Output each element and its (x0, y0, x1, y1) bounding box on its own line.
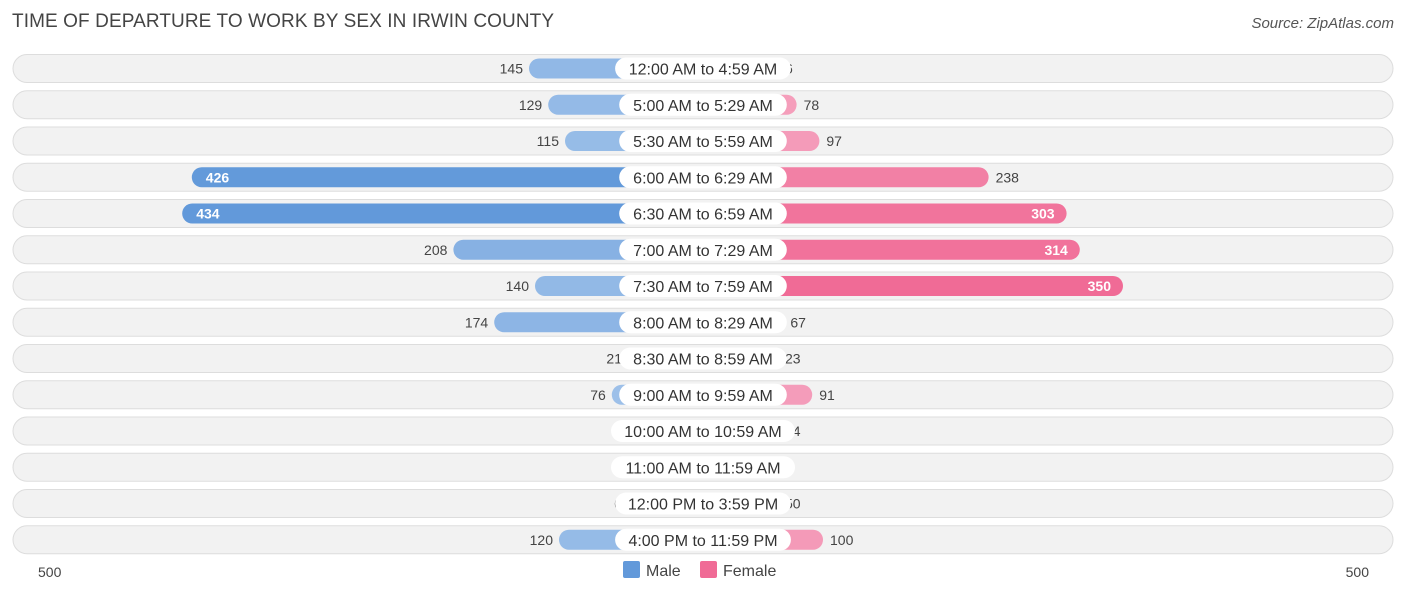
chart-row: 120 100 4:00 PM to 11:59 PM (12, 525, 1394, 555)
value-label-female: 350 (1088, 278, 1112, 294)
bar-male (182, 203, 703, 224)
value-label-female: 67 (790, 314, 806, 330)
value-label-female: 78 (804, 97, 820, 113)
category-pill (619, 202, 787, 225)
value-label-female: 303 (1031, 206, 1055, 222)
chart-row: 174 67 8:00 AM to 8:29 AM (12, 307, 1394, 337)
category-pill (615, 528, 791, 551)
category-label: 11:00 AM to 11:59 AM (625, 460, 780, 477)
value-label-male: 21 (606, 351, 622, 367)
category-pill (619, 275, 787, 297)
chart-row: 01410:00 AM to 10:59 AM (12, 416, 1394, 446)
chart-rows: 145612:00 AM to 4:59 AM 129 78 5:00 AM to 5… (12, 54, 1394, 555)
category-pill (611, 456, 795, 479)
legend-female-swatch (700, 561, 717, 578)
category-label: 7:00 AM to 7:29 AM (633, 243, 773, 260)
bar-female (703, 239, 1080, 260)
category-pill (619, 383, 787, 406)
category-pill (619, 166, 787, 189)
category-label: 10:00 AM to 10:59 AM (624, 424, 781, 441)
chart-row: 05012:00 PM to 3:59 PM (12, 489, 1394, 518)
value-label-male: 140 (506, 278, 530, 294)
category-label: 5:00 AM to 5:29 AM (633, 98, 773, 115)
value-label-male: 208 (424, 242, 448, 258)
value-label-male: 120 (530, 532, 554, 548)
chart-row: 208 314 7:00 AM to 7:29 AM (12, 235, 1394, 265)
category-label: 6:00 AM to 6:29 AM (633, 170, 773, 187)
legend-female-label: Female (723, 563, 776, 580)
category-pill (619, 130, 787, 152)
chart-row: 76 91 9:00 AM to 9:59 AM (12, 380, 1394, 410)
chart-row: 129 78 5:00 AM to 5:29 AM (12, 90, 1394, 120)
bar-female (703, 276, 1123, 296)
axis-left-label: 500 (38, 564, 62, 580)
category-label: 12:00 PM to 3:59 PM (628, 497, 778, 514)
category-pill (619, 93, 787, 116)
chart-title: TIME OF DEPARTURE TO WORK BY SEX IN IRWI… (12, 11, 555, 32)
legend-male-swatch (623, 561, 640, 578)
legend-male-label: Male (646, 563, 681, 580)
value-label-female: 23 (785, 351, 801, 367)
value-label-male: 115 (537, 133, 560, 149)
category-label: 6:30 AM to 6:59 AM (633, 207, 773, 224)
value-label-female: 238 (996, 169, 1020, 185)
category-label: 8:00 AM to 8:29 AM (633, 315, 773, 332)
category-label: 8:30 AM to 8:59 AM (633, 352, 773, 369)
category-label: 4:00 PM to 11:59 PM (628, 533, 777, 550)
category-pill (619, 238, 787, 261)
chart-row: 140 350 7:30 AM to 7:59 AM (12, 271, 1394, 301)
chart-row: 426 238 6:00 AM to 6:29 AM (12, 162, 1394, 192)
value-label-male: 129 (519, 97, 543, 113)
bar-male (191, 167, 704, 188)
category-pill (611, 420, 795, 442)
category-label: 7:30 AM to 7:59 AM (633, 279, 773, 296)
legend: Male Female (623, 561, 776, 580)
value-label-female: 97 (826, 133, 842, 149)
category-pill (615, 57, 791, 80)
value-label-female: 100 (830, 532, 854, 548)
chart-row: 21 23 8:30 AM to 8:59 AM (12, 344, 1394, 373)
value-label-male: 426 (206, 169, 230, 185)
value-label-female: 91 (819, 387, 835, 403)
chart-row: 115 97 5:30 AM to 5:59 AM (12, 126, 1394, 156)
value-label-male: 174 (465, 314, 489, 330)
bar-female (703, 203, 1067, 224)
category-pill (615, 492, 791, 515)
source-attribution: Source: ZipAtlas.com (1251, 15, 1394, 32)
category-label: 5:30 AM to 5:59 AM (633, 134, 773, 151)
axis-right-label: 500 (1346, 564, 1370, 580)
value-label-female: 314 (1044, 242, 1068, 258)
chart-row: 0011:00 AM to 11:59 AM (12, 452, 1394, 482)
chart-row: 434 303 6:30 AM to 6:59 AM (12, 199, 1394, 228)
category-pill (619, 311, 787, 334)
category-pill (619, 347, 787, 370)
category-label: 12:00 AM to 4:59 AM (629, 62, 778, 79)
chart-row: 145612:00 AM to 4:59 AM (12, 54, 1394, 83)
category-label: 9:00 AM to 9:59 AM (633, 388, 773, 405)
value-label-male: 76 (590, 387, 606, 403)
value-label-male: 145 (500, 61, 524, 77)
value-label-male: 434 (196, 206, 220, 222)
